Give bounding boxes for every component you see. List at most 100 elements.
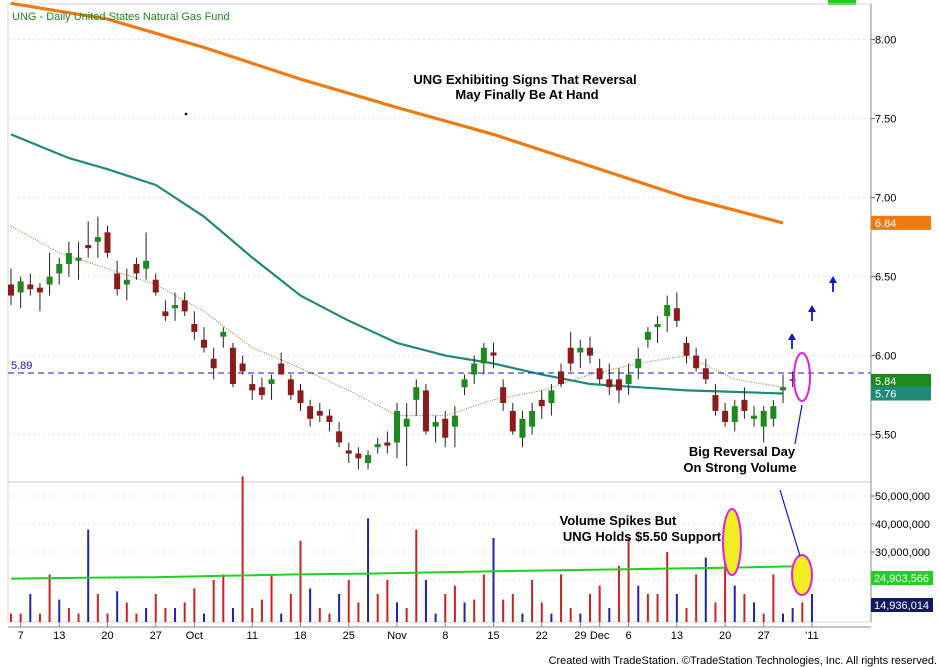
candle-body <box>413 387 420 400</box>
candle-body <box>403 418 410 427</box>
candle-body <box>249 384 256 391</box>
x-tick-label: 20 <box>719 630 731 642</box>
candle-body <box>220 331 227 337</box>
candle-body <box>731 406 738 422</box>
candle-body <box>345 450 352 454</box>
annotation-reversal-line1: UNG Exhibiting Signs That Reversal <box>413 72 636 87</box>
candle-body <box>75 257 82 261</box>
volume-tag-label: 14,936,014 <box>874 600 929 612</box>
candle-body <box>480 347 487 364</box>
ma-line-200-day-ma <box>10 1 784 225</box>
candle-body <box>780 387 786 391</box>
volume-tick-label: 40,000,000 <box>875 519 930 531</box>
up-arrow-head <box>808 305 816 312</box>
annotation-volume-line1: Volume Spikes But <box>560 513 677 528</box>
candle-body <box>673 308 680 321</box>
candle-body <box>326 415 333 422</box>
price-tag-label: 6.84 <box>875 218 896 230</box>
x-tick-label: 20 <box>101 630 113 642</box>
candle-body <box>133 263 140 274</box>
candle-body <box>442 418 449 438</box>
volume-moving-average <box>10 565 797 580</box>
price-tick-label: 7.50 <box>875 114 896 126</box>
candle-body <box>712 395 719 411</box>
candle-body <box>287 379 294 396</box>
annotation-bigday-line1: Big Reversal Day <box>689 444 796 459</box>
candle-body <box>27 284 34 290</box>
reference-line-5-89: 5.89 <box>8 360 871 374</box>
x-tick-label: 13 <box>671 630 683 642</box>
footer-credit: Created with TradeStation. ©TradeStation… <box>549 655 937 667</box>
candle-body <box>394 410 400 443</box>
candle-body <box>664 305 671 317</box>
candle-body <box>94 237 101 242</box>
candle-body <box>422 390 429 432</box>
volume-tick-label: 50,000,000 <box>875 491 930 503</box>
x-tick-label: 11 <box>247 630 258 642</box>
x-tick-label: 29 <box>574 630 586 642</box>
pointer-line-volume <box>779 489 801 557</box>
candle-body <box>210 358 217 369</box>
candle-body <box>741 399 748 411</box>
candle-body <box>355 453 362 459</box>
candle-body <box>654 324 661 328</box>
candle-body <box>384 442 391 446</box>
candle-body <box>278 363 285 375</box>
axes: 5.506.006.507.007.508.0020,000,00030,000… <box>8 4 933 642</box>
candle-body <box>65 252 72 264</box>
volume-bars <box>10 476 813 622</box>
volume-tag <box>871 598 933 612</box>
candle-body <box>693 355 700 369</box>
price-tick-label: 7.00 <box>875 193 896 205</box>
candle-body <box>114 273 121 290</box>
candle-body <box>567 347 574 364</box>
candle-body <box>702 368 709 380</box>
candle-body <box>268 379 275 385</box>
x-tick-label: 22 <box>536 630 548 642</box>
candle-body <box>760 410 767 427</box>
stray-dot <box>184 112 188 116</box>
candle-body <box>172 305 179 309</box>
candle-body <box>789 379 796 381</box>
x-tick-label: 7 <box>18 630 24 642</box>
x-tick-label: Oct <box>186 630 203 642</box>
candle-body <box>123 279 130 285</box>
price-tick-label: 6.00 <box>875 351 896 363</box>
price-tag <box>871 373 931 388</box>
candle-body <box>461 379 468 388</box>
candle-body <box>548 390 555 403</box>
candle-body <box>615 379 622 391</box>
candle-body <box>374 444 381 448</box>
candle-body <box>162 311 169 317</box>
candle-body <box>8 284 14 296</box>
candle-body <box>451 415 458 427</box>
price-tick-label: 8.00 <box>875 35 896 47</box>
candle-body <box>297 390 304 403</box>
x-tick-label: 6 <box>626 630 632 642</box>
price-candles <box>8 216 796 470</box>
candle-body <box>85 245 92 249</box>
candle-body <box>722 410 729 422</box>
x-tick-label: '11 <box>805 630 819 642</box>
candle-body <box>365 455 372 464</box>
candle-body <box>770 406 777 419</box>
candle-body <box>143 260 150 269</box>
x-tick-label: Nov <box>387 630 407 642</box>
candle-body <box>509 410 516 432</box>
candle-body <box>336 431 343 443</box>
volume-reversal-highlight <box>791 554 813 596</box>
candle-body <box>229 347 236 385</box>
reversal-day-highlight <box>793 352 811 402</box>
annotation-bigday-line2: On Strong Volume <box>683 460 796 475</box>
price-tag <box>871 215 931 230</box>
x-tick-label: 27 <box>150 630 162 642</box>
candle-body <box>46 276 53 285</box>
price-tag <box>871 386 931 401</box>
x-tick-label: 13 <box>53 630 65 642</box>
candle-body <box>181 300 188 312</box>
volume-spike-highlight <box>722 508 742 576</box>
price-tick-label: 5.50 <box>875 430 896 442</box>
volume-tick-label: 30,000,000 <box>875 547 930 559</box>
candle-body <box>683 342 690 356</box>
candle-body <box>17 281 24 293</box>
